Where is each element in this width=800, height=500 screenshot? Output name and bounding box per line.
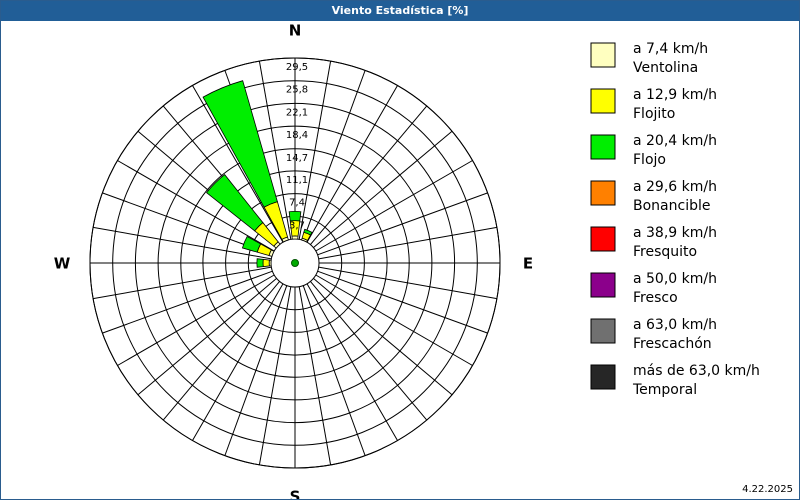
grid-ring [134, 102, 456, 424]
wedge [303, 228, 313, 236]
wedge [241, 235, 262, 253]
r-tick-label: 14,7 [286, 153, 308, 164]
grid-ring [112, 80, 478, 446]
grid-ring [89, 57, 501, 469]
legend-swatch [590, 318, 616, 344]
legend-label: a 29,6 km/h [633, 179, 717, 195]
compass-label: E [523, 255, 533, 273]
grid-ring [180, 148, 410, 378]
r-tick-label: 25,8 [286, 85, 308, 96]
legend-description: Flojito [633, 106, 675, 122]
legend-swatch [590, 364, 616, 390]
r-tick-label: 11,1 [286, 175, 308, 186]
legend-description: Temporal [632, 382, 697, 398]
legend-description: Frescachón [633, 336, 712, 352]
legend-swatch [590, 88, 616, 114]
r-tick-label: 18,4 [286, 130, 308, 141]
r-tick-label: 3,7 [289, 220, 305, 231]
legend-label: a 12,9 km/h [633, 87, 717, 103]
legend-label: a 38,9 km/h [633, 225, 717, 241]
grid-ring [225, 193, 365, 333]
legend-description: Flojo [633, 152, 666, 168]
grid-ring [202, 170, 388, 356]
legend-description: Fresco [633, 290, 678, 306]
center-dot [291, 259, 299, 267]
r-tick-label: 7,4 [289, 198, 305, 209]
compass-label: N [289, 22, 302, 40]
grid-ring [157, 125, 433, 401]
wedge [262, 258, 270, 268]
legend-swatch [590, 180, 616, 206]
wedge [206, 174, 264, 232]
legend-label: a 63,0 km/h [633, 317, 717, 333]
r-tick-label: 22,1 [286, 107, 308, 118]
legend-swatch [590, 272, 616, 298]
legend-swatch [590, 42, 616, 68]
legend-label: a 50,0 km/h [633, 271, 717, 287]
legend-label: a 20,4 km/h [633, 133, 717, 149]
legend-label: más de 63,0 km/h [633, 363, 760, 379]
chart-title: Viento Estadística [%] [1, 1, 799, 21]
wedge [202, 80, 278, 208]
compass-label: S [290, 488, 301, 500]
legend-description: Fresquito [633, 244, 697, 260]
compass-label: W [54, 255, 71, 273]
date: 4.22.2025 [742, 484, 793, 495]
legend-swatch [590, 226, 616, 252]
wedge [256, 258, 264, 268]
legend-label: a 7,4 km/h [633, 41, 708, 57]
legend-description: Ventolina [633, 60, 698, 76]
r-tick-label: 29,5 [286, 62, 308, 73]
legend-description: Bonancible [633, 198, 710, 214]
wedge [288, 210, 302, 222]
legend-swatch [590, 134, 616, 160]
